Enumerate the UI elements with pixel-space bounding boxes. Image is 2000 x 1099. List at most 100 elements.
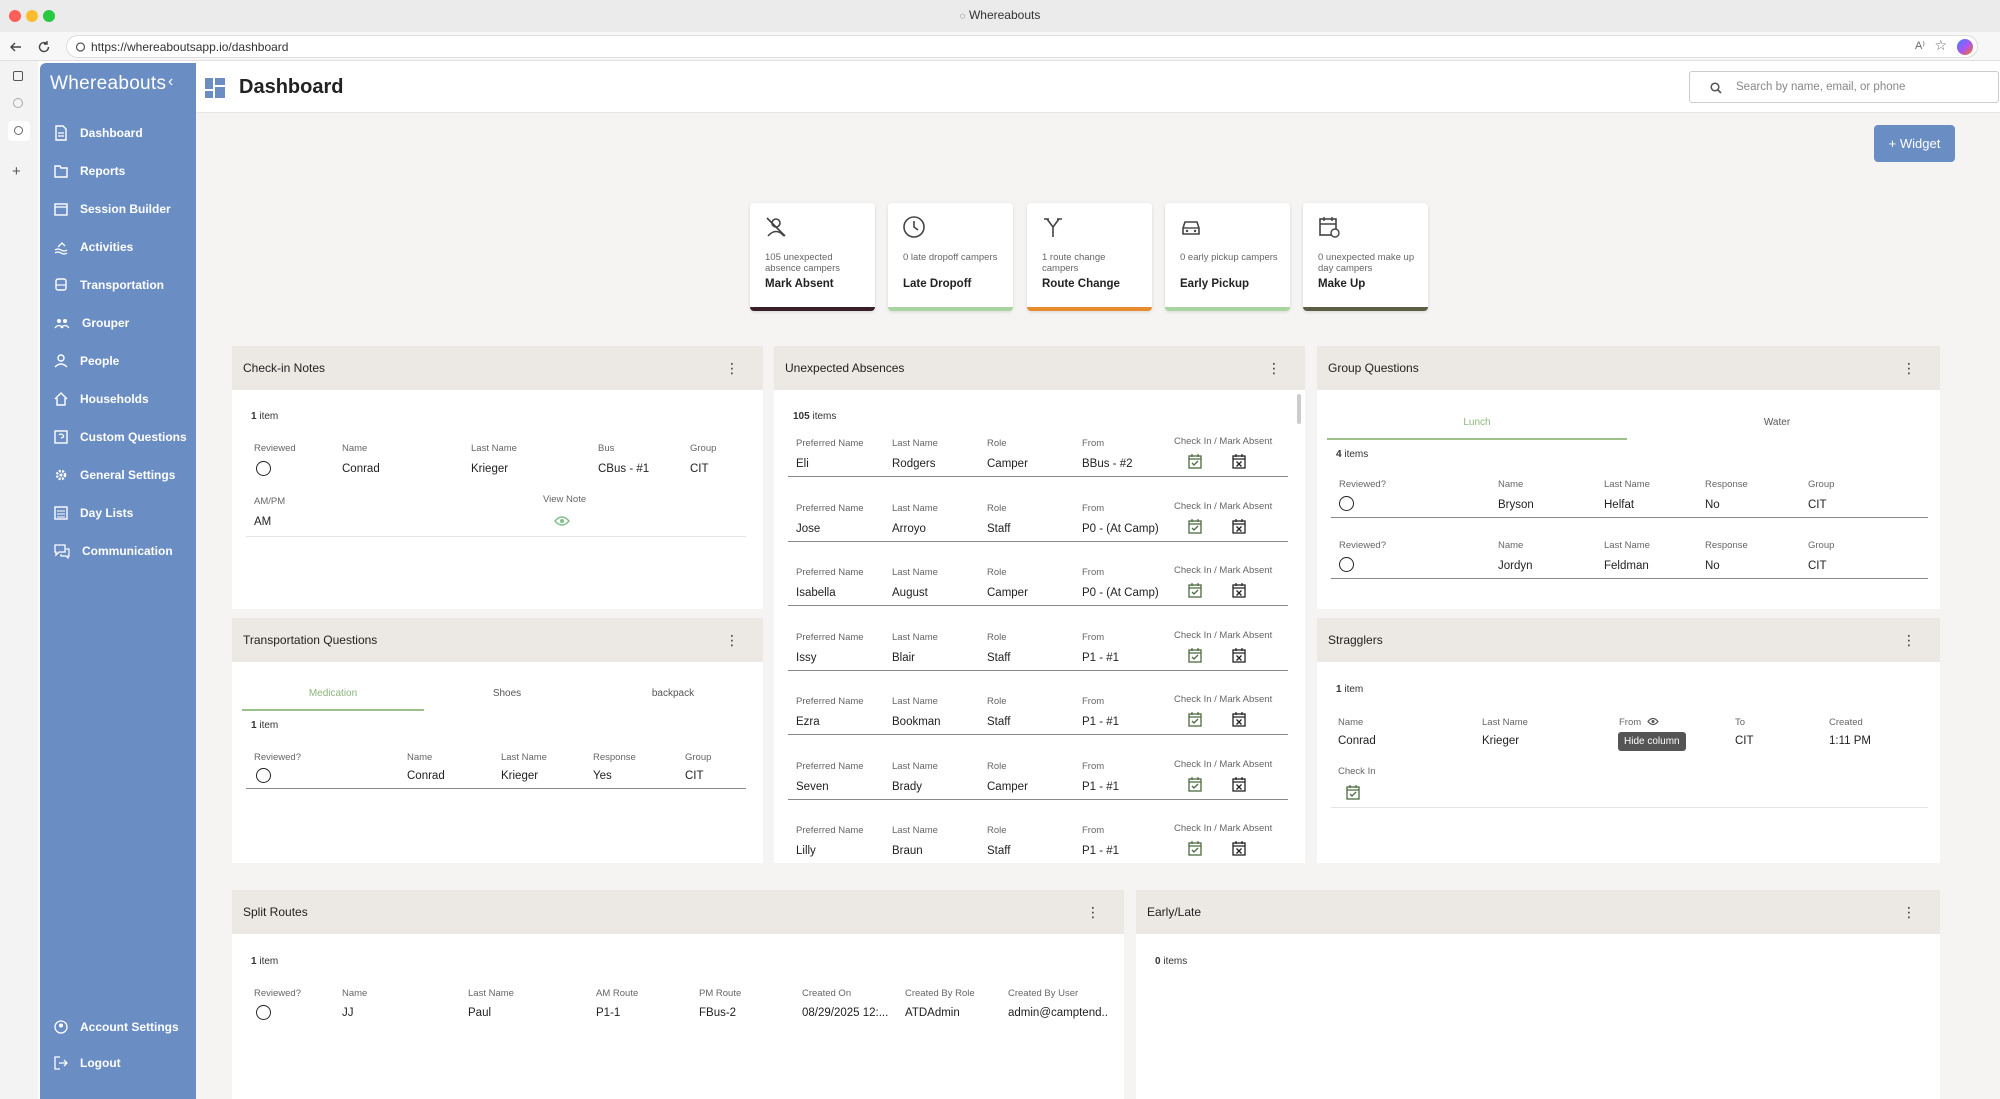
minimize-window-button[interactable] — [26, 10, 38, 22]
sidebar-item-session-builder[interactable]: Session Builder — [54, 197, 171, 221]
sidebar-item-account-settings[interactable]: Account Settings — [54, 1015, 179, 1039]
home-icon — [54, 392, 68, 406]
card-description: 105 unexpected absence campers — [765, 252, 840, 274]
cell-last: Arroyo — [892, 522, 926, 535]
more-options-icon[interactable]: ⋮ — [1086, 904, 1100, 920]
reload-icon[interactable] — [37, 40, 51, 54]
cell-bus: CBus - #1 — [598, 463, 650, 475]
scrollbar[interactable] — [1297, 394, 1301, 424]
back-icon[interactable] — [9, 40, 23, 54]
column-header: Name — [1498, 479, 1524, 490]
calendar-check-icon[interactable] — [1188, 647, 1202, 663]
panel-title: Early/Late — [1147, 905, 1202, 919]
sidebar-item-label: Households — [80, 392, 149, 406]
panel-header: Split Routes ⋮ — [232, 890, 1124, 934]
calendar-check-icon[interactable] — [1188, 583, 1202, 598]
cell-role: Camper — [987, 780, 1028, 793]
tab-actions-icon[interactable] — [13, 71, 23, 81]
column-header: Reviewed? — [1339, 479, 1386, 490]
tab-icon[interactable] — [13, 98, 23, 108]
more-options-icon[interactable]: ⋮ — [1902, 904, 1916, 920]
favorite-star-icon[interactable]: ☆ — [1934, 37, 1947, 53]
sidebar-item-label: People — [80, 354, 120, 368]
sidebar-item-reports[interactable]: Reports — [54, 159, 125, 183]
copilot-icon[interactable] — [1957, 39, 1973, 55]
sidebar-item-day-lists[interactable]: Day Lists — [54, 501, 133, 525]
window-titlebar: ◌ Whereabouts — [0, 0, 2000, 32]
sidebar-item-custom-questions[interactable]: Custom Questions — [54, 425, 187, 449]
column-header: Group — [1808, 540, 1835, 551]
column-header: Last Name — [892, 825, 938, 836]
page-header: Dashboard Search by name, email, or phon… — [196, 63, 2000, 113]
calendar-x-icon[interactable] — [1232, 454, 1246, 469]
summary-card-early-pickup[interactable]: 0 early pickup campers Early Pickup — [1165, 203, 1290, 311]
tab-water[interactable]: Water — [1763, 417, 1791, 428]
active-tab[interactable] — [8, 121, 30, 141]
column-header: Preferred Name — [796, 631, 864, 643]
sidebar-item-general-settings[interactable]: General Settings — [54, 463, 175, 487]
column-header: Name — [342, 988, 368, 999]
column-header: Last Name — [892, 760, 938, 772]
zoom-window-button[interactable] — [43, 10, 55, 22]
more-options-icon[interactable]: ⋮ — [725, 632, 739, 648]
reviewed-checkbox[interactable] — [256, 768, 271, 783]
calendar-check-icon[interactable] — [1188, 518, 1202, 534]
sidebar-item-dashboard[interactable]: Dashboard — [54, 121, 143, 145]
add-widget-button[interactable]: + Widget — [1874, 125, 1955, 162]
tab-medication[interactable]: Medication — [308, 688, 358, 699]
address-bar[interactable]: https://whereaboutsapp.io/dashboard A⁾ ☆ — [66, 35, 1978, 58]
reviewed-checkbox[interactable] — [1339, 557, 1354, 572]
cell-name: Jordyn — [1498, 560, 1533, 572]
calendar-check-icon[interactable] — [1188, 776, 1202, 792]
collapse-sidebar-icon[interactable]: ‹ — [168, 73, 174, 90]
read-aloud-icon[interactable]: A⁾ — [1914, 40, 1925, 52]
summary-card-route-change[interactable]: 1 route change campers Route Change — [1027, 203, 1152, 311]
sidebar-item-communication[interactable]: Communication — [54, 539, 173, 563]
sidebar-item-people[interactable]: People — [54, 349, 119, 373]
cell-from: P1 - #1 — [1082, 716, 1120, 728]
column-header: AM/PM — [254, 496, 286, 507]
eye-icon[interactable] — [554, 515, 570, 527]
summary-card-late-dropoff[interactable]: 0 late dropoff campers Late Dropoff — [888, 203, 1013, 311]
sidebar-item-grouper[interactable]: Grouper — [54, 311, 129, 335]
calendar-x-icon[interactable] — [1232, 776, 1246, 792]
summary-card-mark-absent[interactable]: 105 unexpected absence campers Mark Abse… — [750, 203, 875, 311]
more-options-icon[interactable]: ⋮ — [725, 360, 739, 376]
more-options-icon[interactable]: ⋮ — [1902, 632, 1916, 648]
calendar-x-icon[interactable] — [1232, 841, 1246, 856]
cell-role: Staff — [987, 522, 1011, 535]
sidebar-item-households[interactable]: Households — [54, 387, 149, 411]
window-title: ◌ Whereabouts — [0, 8, 2000, 22]
tab-shoes[interactable]: Shoes — [492, 688, 522, 699]
calendar-x-icon[interactable] — [1232, 518, 1246, 534]
column-header: Response — [1705, 540, 1748, 551]
calendar-check-icon[interactable] — [1188, 454, 1202, 469]
reviewed-checkbox[interactable] — [256, 1005, 271, 1020]
search-input[interactable]: Search by name, email, or phone — [1689, 71, 1999, 103]
new-tab-icon[interactable]: + — [12, 163, 21, 180]
row-divider — [788, 540, 1288, 542]
more-options-icon[interactable]: ⋮ — [1902, 360, 1916, 376]
column-header: Role — [987, 502, 1007, 514]
tab-backpack[interactable]: backpack — [651, 688, 695, 699]
column-header: Role — [987, 567, 1007, 578]
reviewed-checkbox[interactable] — [256, 461, 271, 476]
summary-card-make-up[interactable]: 0 unexpected make up day campers Make Up — [1303, 203, 1428, 311]
reviewed-checkbox[interactable] — [1339, 496, 1354, 511]
column-header: Group — [685, 752, 712, 763]
calendar-x-icon[interactable] — [1232, 647, 1246, 663]
more-options-icon[interactable]: ⋮ — [1267, 360, 1281, 376]
sidebar-item-logout[interactable]: Logout — [54, 1051, 121, 1075]
sidebar-item-activities[interactable]: Activities — [54, 235, 133, 259]
sidebar-item-transportation[interactable]: Transportation — [54, 273, 164, 297]
eye-icon[interactable] — [1647, 717, 1659, 726]
tab-lunch[interactable]: Lunch — [1463, 417, 1491, 428]
calendar-check-icon[interactable] — [1188, 712, 1202, 727]
calendar-check-icon[interactable] — [1346, 785, 1360, 800]
calendar-x-icon[interactable] — [1232, 583, 1246, 598]
calendar-check-icon[interactable] — [1188, 841, 1202, 856]
count-number: 105 — [793, 411, 810, 422]
calendar-x-icon[interactable] — [1232, 712, 1246, 727]
panel-unexpected-absences: Unexpected Absences ⋮ 105 items Preferre… — [774, 346, 1305, 863]
close-window-button[interactable] — [9, 10, 21, 22]
